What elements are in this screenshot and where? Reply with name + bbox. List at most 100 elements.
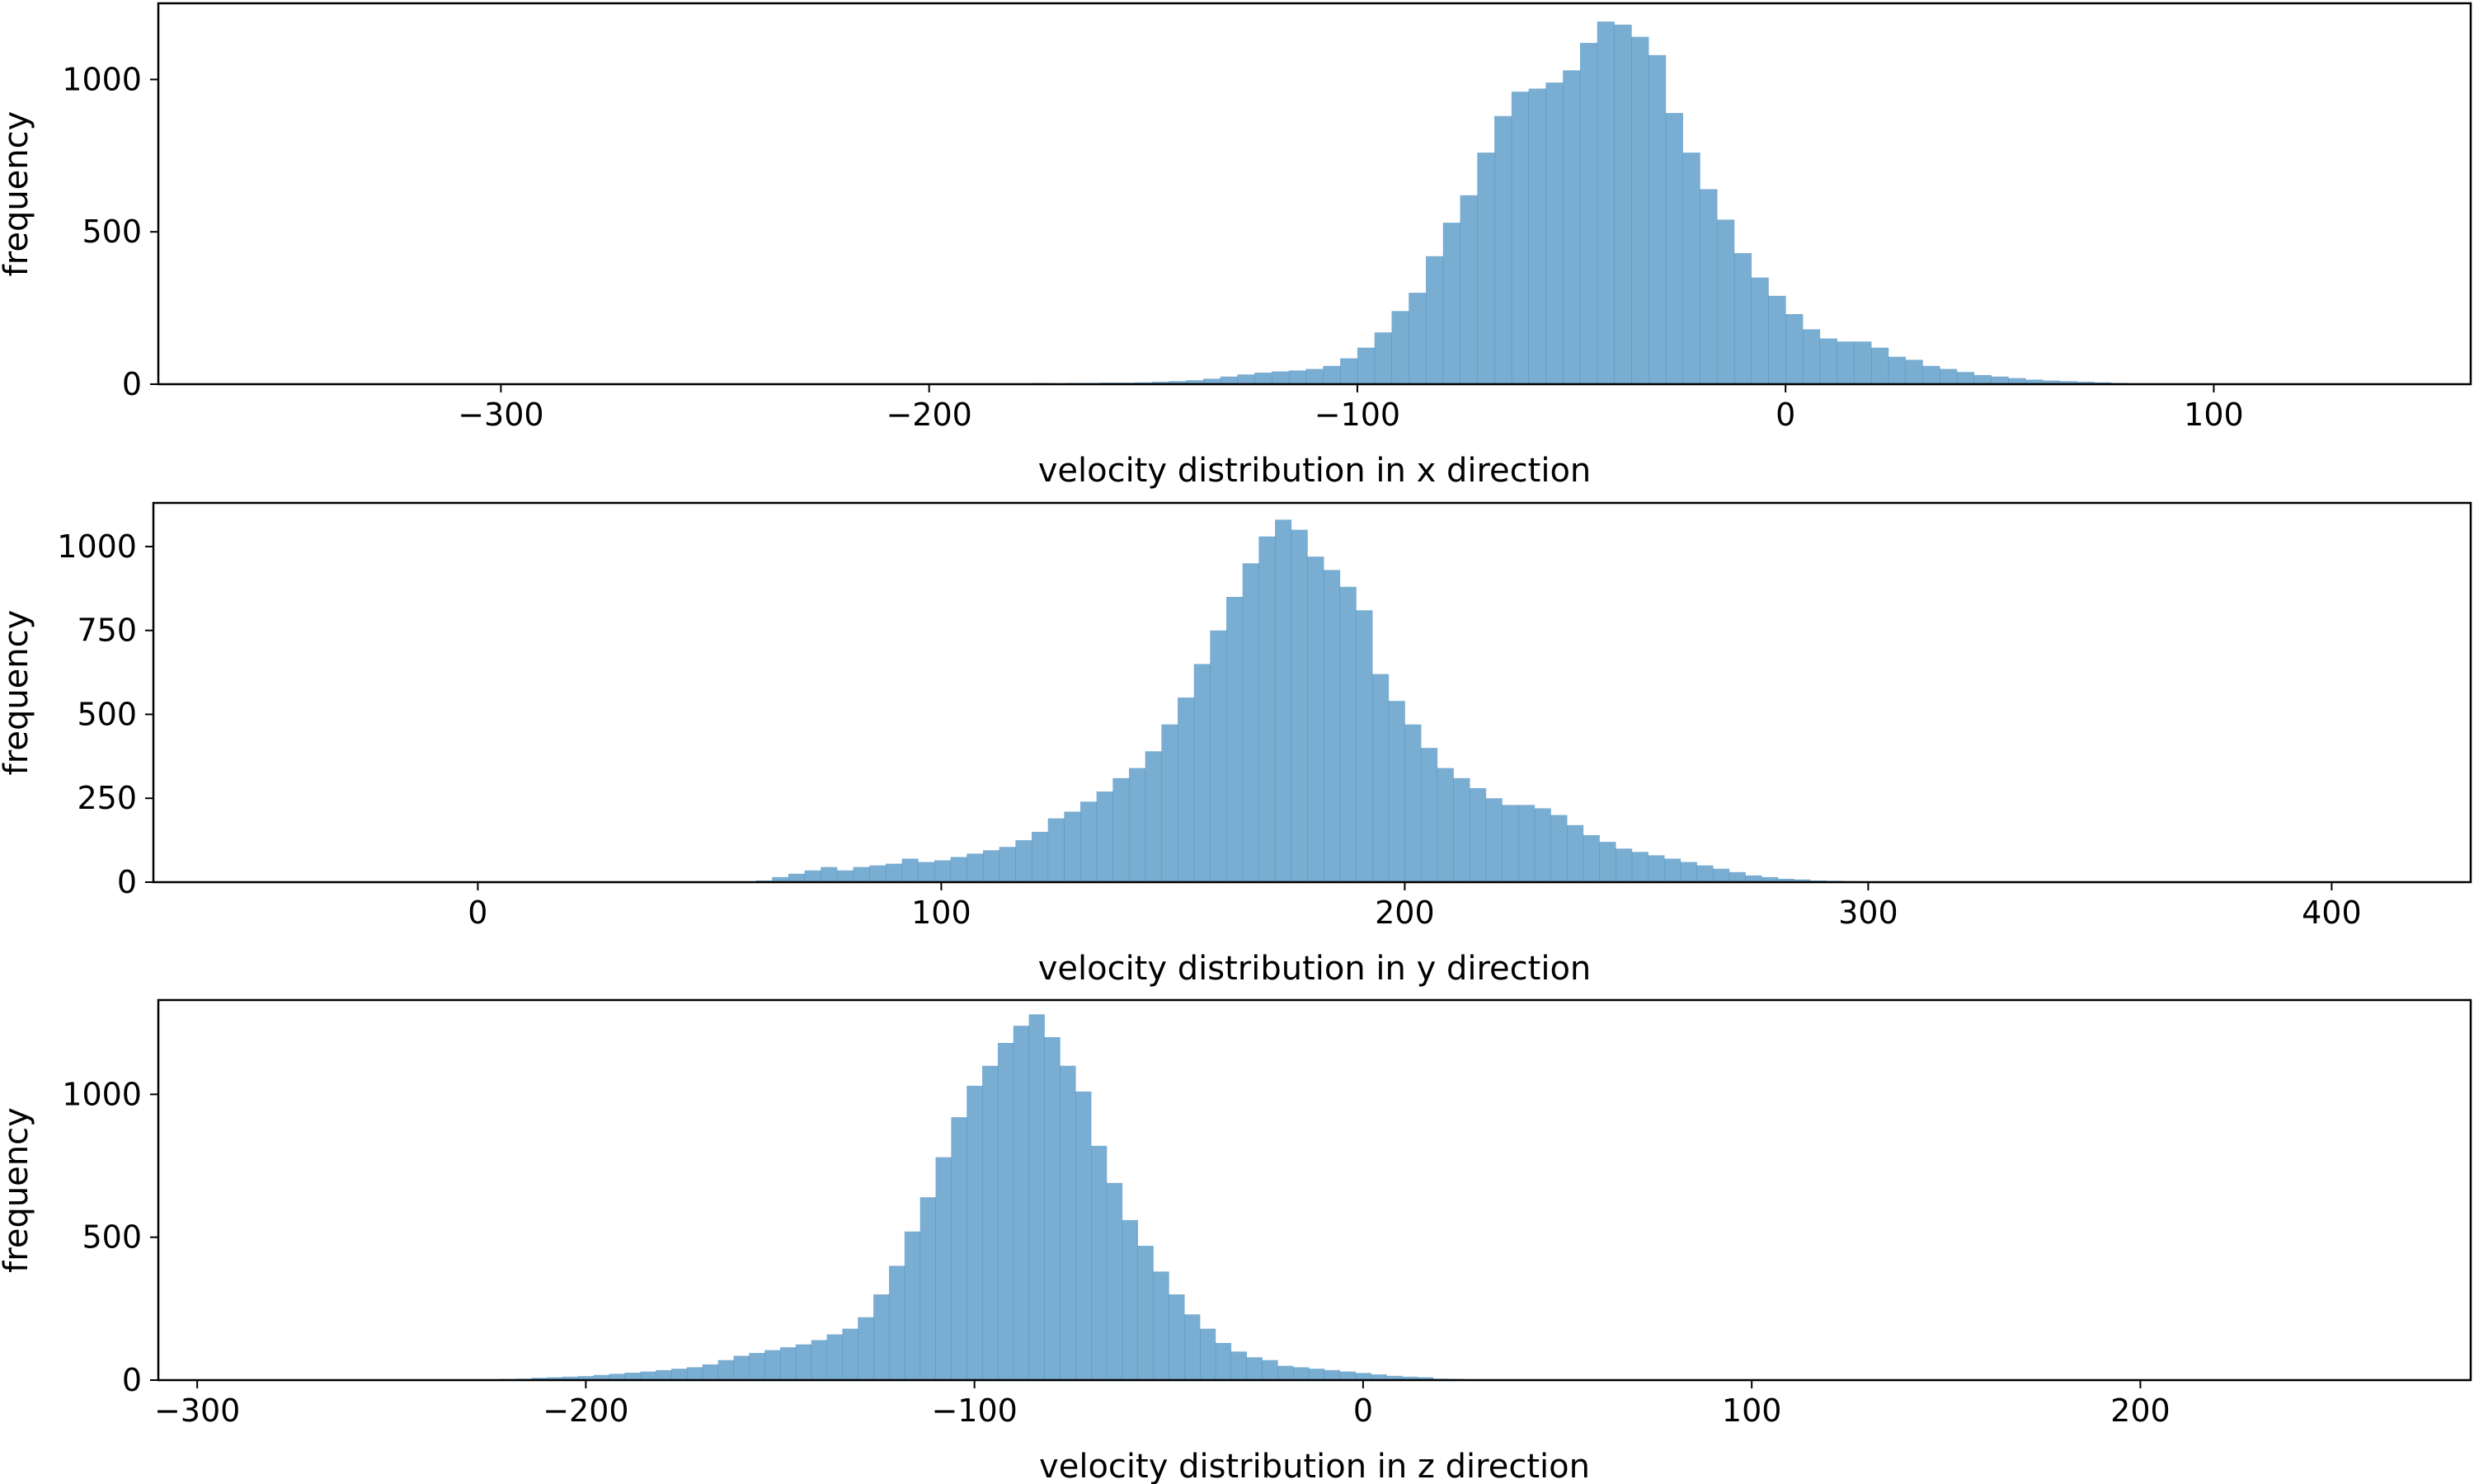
histogram-bar (873, 1294, 890, 1380)
histogram-bar (1550, 815, 1568, 882)
histogram-bar (686, 1367, 703, 1380)
histogram-bar (1080, 801, 1098, 882)
histogram-bar (1973, 374, 1992, 384)
histogram-bar (2059, 381, 2077, 384)
histogram-bar (1254, 372, 1272, 384)
histogram-bar (1648, 855, 1665, 882)
histogram-bar (1729, 871, 1746, 882)
histogram-bar (1470, 788, 1487, 882)
histogram-bar (1323, 365, 1341, 384)
histogram-bars (755, 519, 1892, 882)
histogram-bar (1372, 674, 1390, 882)
x-axis-label: velocity distribution in z direction (1039, 1448, 1590, 1484)
plot-y-velocity: frequency velocity distribution in y dir… (0, 501, 2472, 988)
histogram-bar (1426, 256, 1444, 384)
x-tick-label: 100 (911, 895, 971, 931)
histogram-bar (2008, 378, 2026, 384)
plot-x-velocity: frequency velocity distribution in x dir… (0, 2, 2472, 490)
histogram-bar (1696, 865, 1714, 882)
histogram-bar (1794, 879, 1811, 882)
histogram-bar (1324, 570, 1341, 882)
y-tick-label: 0 (117, 864, 137, 900)
histogram-bar (1031, 831, 1049, 882)
histogram-bar (1745, 875, 1762, 882)
histogram-bars (469, 1014, 1512, 1380)
histogram-bar (772, 876, 789, 882)
histogram-bar (1015, 840, 1032, 882)
histogram-bar (1202, 378, 1221, 384)
histogram-bar (1230, 1351, 1247, 1380)
histogram-bar (826, 1334, 843, 1380)
histogram-bar (1819, 338, 1837, 384)
histogram-bar (1386, 1375, 1403, 1380)
histogram-bar (1307, 556, 1324, 882)
histogram-bar (1220, 376, 1238, 384)
histogram-bar (1246, 1357, 1263, 1380)
histogram-bar (1371, 1374, 1387, 1380)
histogram-bar (1991, 376, 2009, 384)
histogram-bar (1616, 848, 1633, 882)
histogram-bar (982, 1065, 999, 1380)
y-tick-label: 1000 (62, 1076, 142, 1112)
histogram-bar (1905, 359, 1923, 384)
histogram-bar (1288, 370, 1307, 384)
histogram-bar (1664, 858, 1681, 882)
histogram-bar (934, 860, 952, 882)
histogram-bar (562, 1376, 579, 1380)
histogram-bar (1391, 311, 1409, 384)
histogram-bar (1680, 862, 1697, 882)
histogram-bar (1717, 219, 1735, 384)
histogram-bar (811, 1340, 827, 1380)
histogram-bar (1112, 777, 1130, 882)
histogram-bar (1854, 341, 1872, 384)
histogram-bar (1802, 329, 1821, 384)
x-tick-label: 0 (1776, 397, 1795, 433)
y-axis-label: frequency (0, 1107, 35, 1273)
x-tick-label: −300 (458, 397, 543, 433)
histogram-bar (1237, 374, 1255, 384)
histogram-bar (1761, 876, 1779, 882)
histogram-bar (1106, 1182, 1123, 1380)
histogram-bar (1402, 1376, 1418, 1380)
plot-z-velocity: frequency velocity distribution in z dir… (0, 998, 2472, 1484)
histogram-bar (804, 870, 821, 882)
histogram-bar (1210, 630, 1227, 882)
x-tick-label: 400 (2302, 895, 2362, 931)
y-tick-label: 0 (122, 366, 142, 402)
histogram-bar (1485, 798, 1503, 882)
histogram-bar (671, 1369, 688, 1380)
histogram-bar (1785, 313, 1804, 384)
histogram-bar (836, 870, 854, 882)
histogram-bar (853, 866, 870, 882)
histogram-bar (1075, 1091, 1092, 1380)
histogram-bar (1437, 768, 1454, 882)
histogram-bar (1518, 805, 1536, 882)
y-tick-label: 250 (77, 780, 137, 816)
x-tick-label: −300 (154, 1392, 240, 1429)
histogram-bar (1242, 563, 1259, 882)
x-tick-label: −200 (543, 1392, 628, 1429)
x-tick-label: −200 (886, 397, 971, 433)
histogram-bar (920, 1197, 936, 1380)
y-tick-label: 1000 (57, 528, 137, 565)
histogram-bar (1453, 777, 1470, 882)
histogram-bar (788, 873, 806, 882)
histogram-bar (609, 1374, 625, 1380)
histogram-bar (1579, 43, 1598, 385)
histogram-bar (2025, 379, 2044, 384)
histogram-bar (1064, 811, 1081, 882)
histogram-bar (1502, 805, 1519, 882)
histogram-bar (2042, 380, 2060, 384)
axes-frame (152, 501, 2472, 884)
histogram-bar (951, 1117, 967, 1380)
histogram-bar (1700, 189, 1718, 384)
histogram-bar (1871, 347, 1889, 384)
histogram-bar (1777, 878, 1794, 882)
histogram-bar (1153, 1271, 1169, 1380)
histogram-bars (929, 21, 2214, 385)
x-tick-label: 100 (1722, 1392, 1782, 1429)
histogram-bar (1888, 356, 1906, 384)
histogram-bar (888, 1266, 905, 1380)
histogram-bar (795, 1344, 812, 1380)
